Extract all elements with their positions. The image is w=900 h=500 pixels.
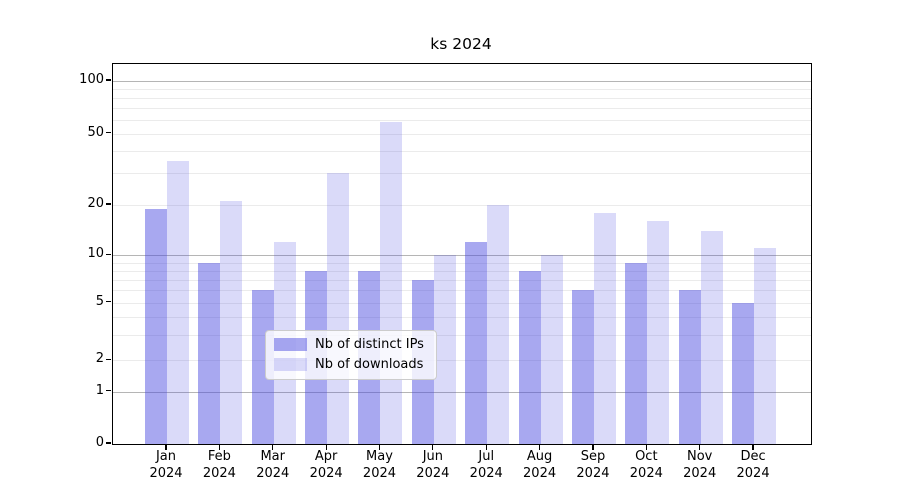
gridline-major bbox=[113, 81, 811, 82]
x-tick-mark bbox=[378, 445, 381, 450]
y-tick-label: 100 bbox=[79, 72, 104, 87]
gridline-minor bbox=[113, 108, 811, 110]
gridline-minor bbox=[113, 279, 811, 281]
plot-area bbox=[112, 63, 812, 445]
bar-distinct-ips-nov bbox=[678, 290, 701, 444]
legend-item-distinct-ips: Nb of distinct IPs bbox=[274, 337, 424, 352]
gridline-minor bbox=[113, 290, 811, 292]
x-tick-mark bbox=[218, 445, 220, 450]
x-tick-mark bbox=[165, 445, 167, 450]
x-tick-mark bbox=[485, 445, 487, 450]
x-tick-label: Jun 2024 bbox=[416, 449, 450, 481]
x-tick-mark bbox=[699, 445, 701, 450]
x-tick-label: Oct 2024 bbox=[629, 449, 663, 481]
bar-distinct-ips-dec bbox=[732, 302, 755, 444]
bar-downloads-dec bbox=[754, 248, 777, 444]
bar-distinct-ips-mar bbox=[251, 290, 274, 444]
gridline-minor bbox=[113, 173, 811, 175]
y-tick-label: 50 bbox=[87, 124, 104, 140]
x-tick-mark bbox=[325, 445, 327, 450]
y-tick-mark bbox=[106, 132, 111, 134]
legend-swatch-downloads bbox=[274, 358, 307, 371]
x-tick-label: Feb 2024 bbox=[202, 449, 236, 481]
legend-swatch-distinct-ips bbox=[274, 338, 307, 351]
y-tick-label: 1 bbox=[95, 382, 104, 398]
y-tick-mark bbox=[106, 442, 111, 444]
gridline-major bbox=[113, 255, 811, 257]
legend-label: Nb of downloads bbox=[315, 357, 424, 372]
x-tick-label: Dec 2024 bbox=[736, 449, 770, 481]
gridline-minor bbox=[113, 133, 811, 135]
gridline-minor bbox=[113, 205, 811, 206]
y-tick-mark bbox=[106, 79, 111, 81]
x-tick-label: Jan 2024 bbox=[149, 449, 183, 481]
bar-downloads-sep bbox=[593, 212, 616, 444]
bar-distinct-ips-aug bbox=[518, 270, 541, 444]
x-tick-label: Jul 2024 bbox=[469, 449, 503, 481]
y-tick-mark bbox=[106, 253, 111, 255]
gridline-minor bbox=[113, 89, 811, 90]
x-tick-label: Apr 2024 bbox=[309, 449, 343, 481]
gridline-minor bbox=[113, 334, 811, 336]
bar-distinct-ips-oct bbox=[625, 262, 648, 444]
bar-downloads-apr bbox=[327, 173, 350, 444]
gridline-minor bbox=[113, 119, 811, 121]
bar-downloads-aug bbox=[540, 255, 563, 444]
bar-downloads-jul bbox=[487, 205, 510, 444]
x-tick-label: Mar 2024 bbox=[256, 449, 290, 481]
y-tick-mark bbox=[106, 390, 111, 392]
chart-title: ks 2024 bbox=[430, 35, 492, 53]
bar-distinct-ips-feb bbox=[198, 262, 221, 444]
bar-downloads-feb bbox=[220, 201, 243, 444]
y-tick-mark bbox=[106, 203, 111, 205]
bar-distinct-ips-jan bbox=[145, 208, 167, 444]
x-tick-mark bbox=[538, 445, 541, 450]
gridline-minor bbox=[113, 97, 811, 99]
bar-downloads-nov bbox=[700, 230, 723, 444]
x-tick-mark bbox=[645, 445, 647, 450]
bar-downloads-may bbox=[380, 122, 403, 444]
gridline-minor bbox=[113, 270, 811, 272]
chart-legend: Nb of distinct IPs Nb of downloads bbox=[265, 330, 437, 380]
y-tick-label: 10 bbox=[87, 246, 104, 262]
x-tick-mark bbox=[272, 445, 274, 450]
gridline-minor bbox=[113, 262, 811, 264]
bar-downloads-oct bbox=[647, 221, 670, 444]
gridline-minor bbox=[113, 151, 811, 153]
y-tick-label: 2 bbox=[95, 351, 104, 367]
x-tick-label: May 2024 bbox=[362, 449, 397, 481]
x-tick-mark bbox=[752, 445, 754, 450]
y-tick-label: 0 bbox=[95, 435, 104, 450]
legend-label: Nb of distinct IPs bbox=[315, 337, 424, 352]
x-tick-mark bbox=[432, 445, 434, 450]
x-tick-label: Sep 2024 bbox=[576, 449, 610, 481]
gridline-minor bbox=[113, 360, 811, 362]
gridline-minor bbox=[113, 302, 811, 304]
x-tick-mark bbox=[592, 445, 594, 450]
y-tick-label: 20 bbox=[87, 196, 104, 211]
legend-item-downloads: Nb of downloads bbox=[274, 357, 424, 372]
x-tick-label: Aug 2024 bbox=[523, 449, 557, 481]
gridline-minor bbox=[113, 316, 811, 318]
bar-distinct-ips-sep bbox=[571, 290, 594, 444]
bar-downloads-jun bbox=[433, 255, 456, 444]
bar-distinct-ips-jul bbox=[465, 242, 488, 444]
gridline-major bbox=[113, 391, 811, 393]
y-tick-mark bbox=[106, 358, 111, 360]
y-tick-mark bbox=[106, 301, 111, 303]
bar-downloads-jan bbox=[167, 161, 189, 444]
x-tick-label: Nov 2024 bbox=[683, 449, 717, 481]
y-tick-label: 5 bbox=[95, 293, 104, 309]
